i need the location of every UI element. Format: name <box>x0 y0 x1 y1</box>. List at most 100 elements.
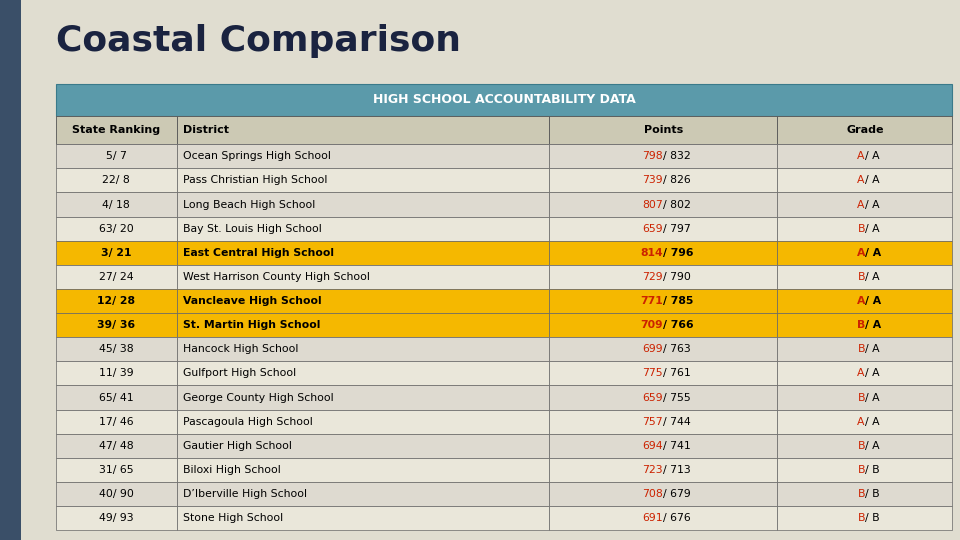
Text: / 802: / 802 <box>663 199 691 210</box>
Bar <box>177 506 549 530</box>
Text: / A: / A <box>865 417 879 427</box>
Text: / A: / A <box>865 368 879 379</box>
Bar <box>778 434 952 458</box>
Bar <box>549 434 778 458</box>
Bar <box>549 361 778 386</box>
Bar <box>177 482 549 506</box>
Bar <box>778 265 952 289</box>
Text: 771: 771 <box>640 296 663 306</box>
Bar <box>549 116 778 144</box>
Bar <box>177 410 549 434</box>
Text: B: B <box>857 441 865 451</box>
Text: A: A <box>856 248 865 258</box>
Bar <box>56 410 177 434</box>
Text: / A: / A <box>865 345 879 354</box>
Bar <box>778 506 952 530</box>
Text: 807: 807 <box>642 199 663 210</box>
Text: / A: / A <box>865 296 881 306</box>
Text: 65/ 41: 65/ 41 <box>99 393 133 402</box>
Text: 709: 709 <box>640 320 663 330</box>
Bar <box>56 482 177 506</box>
Text: B: B <box>857 489 865 499</box>
Bar <box>56 241 177 265</box>
Text: / 679: / 679 <box>663 489 691 499</box>
Bar <box>177 241 549 265</box>
Bar <box>778 289 952 313</box>
Text: / 755: / 755 <box>663 393 691 402</box>
Text: 798: 798 <box>642 151 663 161</box>
Bar <box>549 241 778 265</box>
Text: / 676: / 676 <box>663 513 691 523</box>
Bar <box>778 241 952 265</box>
Bar <box>549 192 778 217</box>
Text: / A: / A <box>865 151 879 161</box>
Text: 11/ 39: 11/ 39 <box>99 368 133 379</box>
Bar <box>56 265 177 289</box>
Text: B: B <box>857 345 865 354</box>
Text: / 826: / 826 <box>663 176 691 185</box>
Text: / A: / A <box>865 176 879 185</box>
Bar <box>177 116 549 144</box>
Text: A: A <box>857 368 865 379</box>
Bar <box>177 289 549 313</box>
Text: 4/ 18: 4/ 18 <box>103 199 130 210</box>
Bar <box>56 337 177 361</box>
Text: 659: 659 <box>642 224 663 234</box>
Text: A: A <box>857 199 865 210</box>
Text: 708: 708 <box>642 489 663 499</box>
Text: 814: 814 <box>640 248 663 258</box>
Bar <box>549 482 778 506</box>
Bar <box>56 192 177 217</box>
Bar <box>177 265 549 289</box>
Bar <box>56 217 177 241</box>
Text: B: B <box>857 513 865 523</box>
Text: Gulfport High School: Gulfport High School <box>183 368 297 379</box>
Text: 40/ 90: 40/ 90 <box>99 489 133 499</box>
Bar <box>56 361 177 386</box>
Bar <box>177 144 549 168</box>
Bar <box>56 116 177 144</box>
Bar <box>549 458 778 482</box>
Bar <box>177 168 549 192</box>
Bar <box>778 168 952 192</box>
Text: / A: / A <box>865 199 879 210</box>
Bar <box>549 265 778 289</box>
Bar <box>778 410 952 434</box>
Text: 775: 775 <box>642 368 663 379</box>
Text: / 766: / 766 <box>663 320 694 330</box>
Text: / 790: / 790 <box>663 272 691 282</box>
Text: 729: 729 <box>642 272 663 282</box>
Text: State Ranking: State Ranking <box>72 125 160 135</box>
Bar <box>778 386 952 410</box>
Bar <box>778 313 952 337</box>
Text: 5/ 7: 5/ 7 <box>106 151 127 161</box>
Text: / 797: / 797 <box>663 224 691 234</box>
Bar <box>549 217 778 241</box>
Bar <box>778 116 952 144</box>
Text: B: B <box>857 393 865 402</box>
Text: 47/ 48: 47/ 48 <box>99 441 133 451</box>
Text: A: A <box>857 151 865 161</box>
Bar <box>549 506 778 530</box>
Bar <box>56 84 952 116</box>
Text: / 832: / 832 <box>663 151 691 161</box>
Bar <box>549 410 778 434</box>
Text: District: District <box>183 125 229 135</box>
Text: / B: / B <box>865 513 879 523</box>
Bar <box>549 337 778 361</box>
Text: 3/ 21: 3/ 21 <box>101 248 132 258</box>
Text: / 763: / 763 <box>663 345 691 354</box>
Text: Ocean Springs High School: Ocean Springs High School <box>183 151 331 161</box>
Text: B: B <box>856 320 865 330</box>
Text: A: A <box>856 296 865 306</box>
Text: / A: / A <box>865 272 879 282</box>
Bar <box>177 386 549 410</box>
Bar <box>56 458 177 482</box>
Text: B: B <box>857 465 865 475</box>
Text: / A: / A <box>865 224 879 234</box>
Text: / B: / B <box>865 465 879 475</box>
Text: West Harrison County High School: West Harrison County High School <box>183 272 371 282</box>
Bar <box>778 337 952 361</box>
Text: East Central High School: East Central High School <box>183 248 334 258</box>
Bar <box>177 361 549 386</box>
